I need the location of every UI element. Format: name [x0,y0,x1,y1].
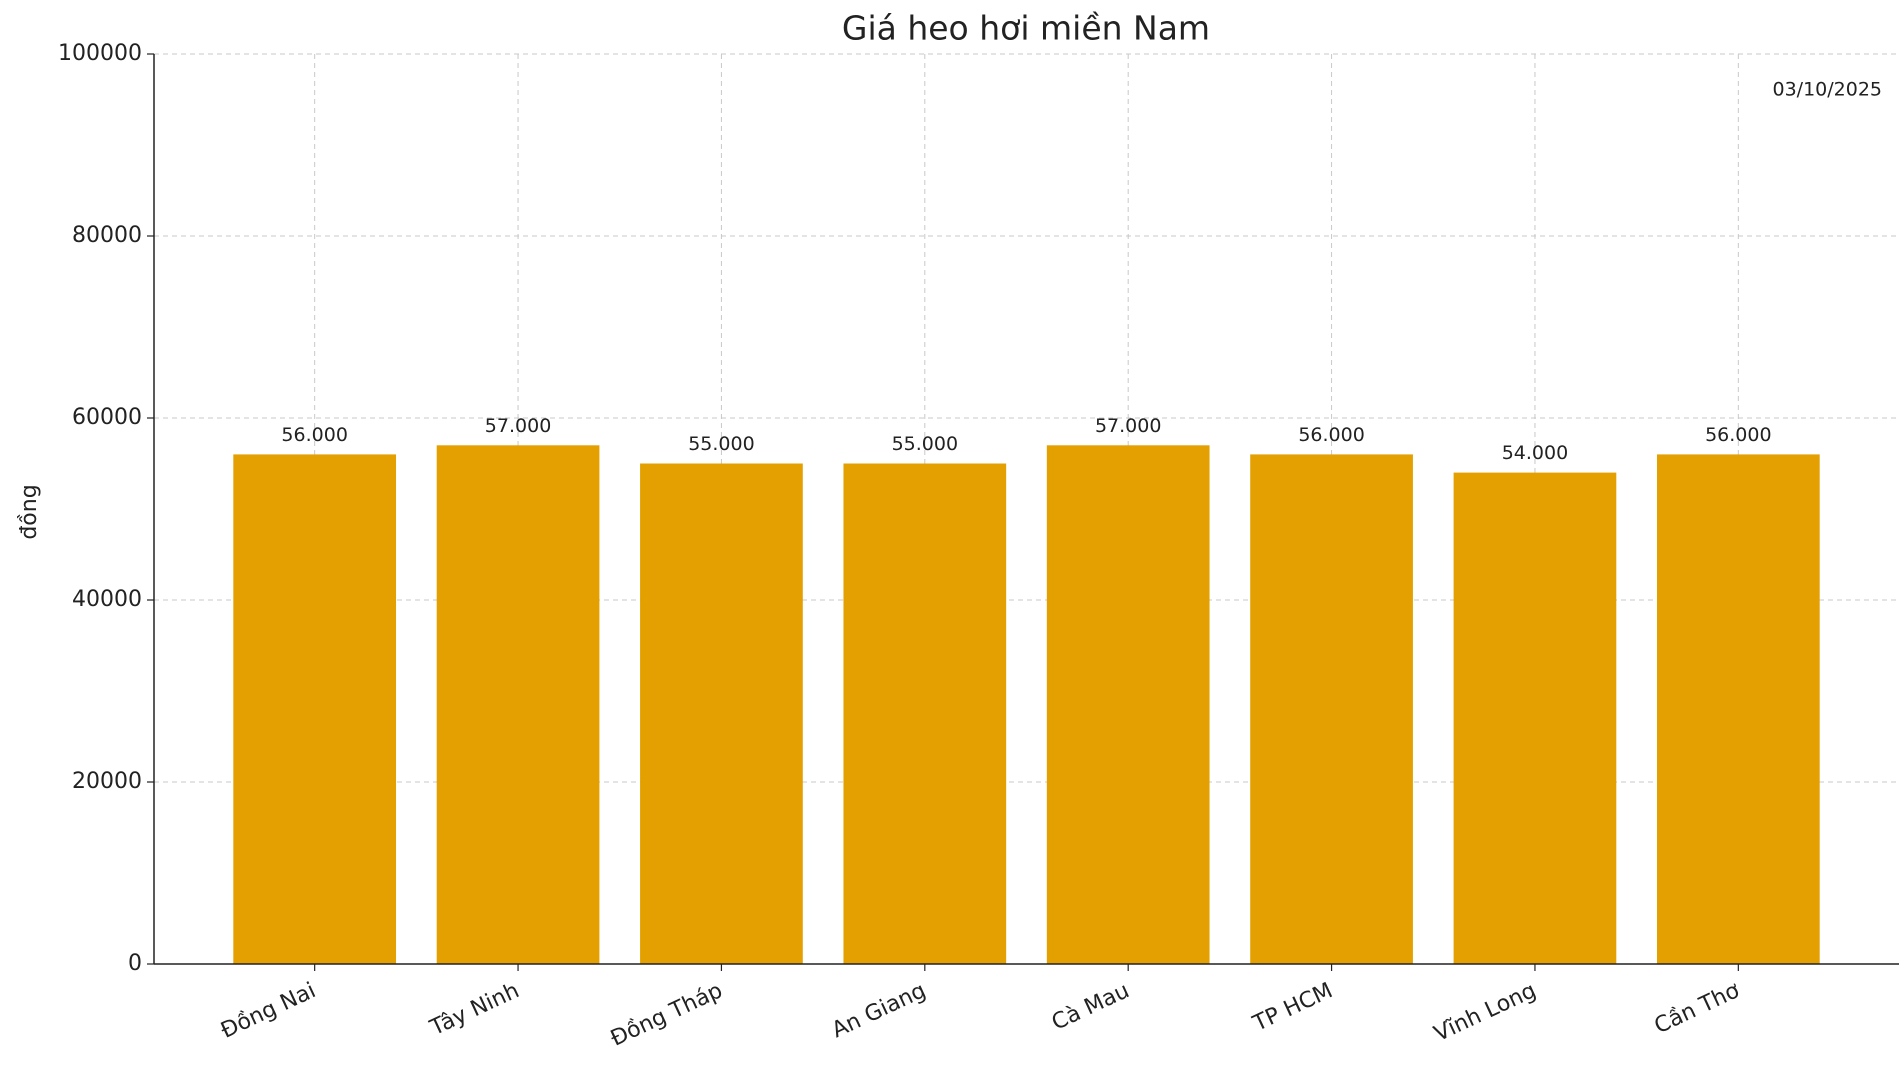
y-tick-label: 20000 [72,769,142,794]
value-label: 57.000 [485,415,551,437]
x-tick-label: An Giang [828,978,930,1043]
y-tick-label: 100000 [58,41,142,66]
x-tick-label: Tây Ninh [426,978,523,1041]
y-tick-label: 0 [128,951,142,976]
x-tick-label: Vĩnh Long [1430,978,1540,1047]
y-tick-label: 80000 [72,223,142,248]
x-tick-label: Đồng Tháp [607,978,727,1051]
value-label: 56.000 [1298,424,1364,446]
bar [1046,445,1210,964]
value-label: 55.000 [892,433,958,455]
x-tick-label: TP HCM [1249,978,1337,1037]
value-label: 54.000 [1502,442,1568,464]
chart-title: Giá heo hơi miền Nam [842,9,1210,48]
y-tick-label: 60000 [72,405,142,430]
bar [640,463,803,964]
value-label: 56.000 [1705,424,1771,446]
y-tick-label: 40000 [72,587,142,612]
bar [1250,454,1413,964]
x-tick-label: Cà Mau [1048,978,1133,1035]
value-label: 56.000 [281,424,347,446]
y-axis-label: đồng [17,484,42,539]
x-tick-label: Đồng Nai [217,978,320,1044]
bar [436,445,600,964]
bar [843,463,1007,964]
x-tick-label: Cần Thơ [1651,978,1744,1039]
value-label: 55.000 [688,433,754,455]
value-label: 57.000 [1095,415,1161,437]
bar [1453,472,1617,964]
bar [233,454,397,964]
annotation: 03/10/2025 [1772,79,1882,101]
bar [1656,454,1820,964]
